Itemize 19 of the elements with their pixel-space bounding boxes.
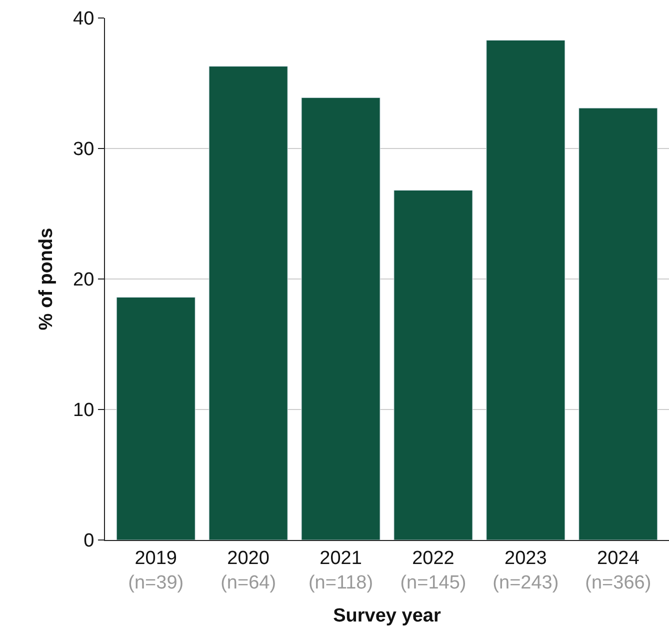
x-tick-label: 2023 (n=243)	[492, 548, 559, 594]
y-tick-label: 30	[73, 139, 94, 160]
y-tick-label: 20	[73, 270, 94, 291]
y-tick-label: 0	[84, 530, 94, 552]
bar	[486, 40, 566, 540]
x-tick-label: 2024 (n=366)	[585, 548, 652, 594]
x-tick-label: 2021 (n=118)	[308, 548, 374, 594]
y-axis-title: % of ponds	[36, 228, 57, 330]
bar	[116, 297, 196, 540]
bar	[301, 97, 380, 540]
x-axis-title: Survey year	[333, 605, 442, 626]
bar	[208, 66, 288, 540]
x-tick-label: 2020 (n=64)	[220, 548, 276, 594]
y-tick-label: 40	[73, 8, 94, 30]
bar	[578, 108, 658, 540]
bar	[394, 190, 473, 540]
y-tick-label: 10	[73, 400, 94, 422]
x-tick-label: 2022 (n=145)	[400, 548, 466, 594]
x-tick-label: 2019 (n=39)	[128, 548, 184, 594]
